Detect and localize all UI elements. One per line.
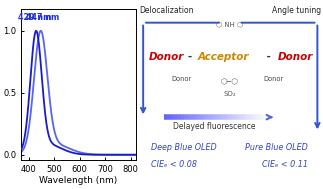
X-axis label: Wavelength (nm): Wavelength (nm) bbox=[39, 176, 118, 185]
Text: Donor: Donor bbox=[278, 52, 313, 62]
Text: Donor: Donor bbox=[171, 76, 192, 82]
Y-axis label: EL intensity (a.u.): EL intensity (a.u.) bbox=[0, 44, 1, 124]
Text: 429 nm: 429 nm bbox=[17, 13, 51, 22]
Text: Donor: Donor bbox=[149, 52, 184, 62]
Text: -: - bbox=[263, 52, 271, 62]
Text: -: - bbox=[188, 52, 196, 62]
Text: ⬡─⬡: ⬡─⬡ bbox=[220, 77, 238, 86]
Text: Donor: Donor bbox=[263, 76, 283, 82]
Text: Acceptor: Acceptor bbox=[197, 52, 249, 62]
Text: SO₂: SO₂ bbox=[223, 91, 236, 98]
Text: CIEₑ < 0.08: CIEₑ < 0.08 bbox=[151, 160, 197, 169]
Text: CIEₑ < 0.11: CIEₑ < 0.11 bbox=[262, 160, 308, 169]
Text: 447 nm: 447 nm bbox=[26, 13, 59, 22]
Text: Delocalization: Delocalization bbox=[140, 6, 194, 15]
Text: ⬡ NH ⬡: ⬡ NH ⬡ bbox=[216, 22, 243, 28]
Text: Deep Blue OLED: Deep Blue OLED bbox=[151, 143, 216, 152]
Text: Angle tuning: Angle tuning bbox=[272, 6, 321, 15]
Text: Pure Blue OLED: Pure Blue OLED bbox=[245, 143, 308, 152]
Text: Delayed fluorescence: Delayed fluorescence bbox=[173, 122, 255, 131]
